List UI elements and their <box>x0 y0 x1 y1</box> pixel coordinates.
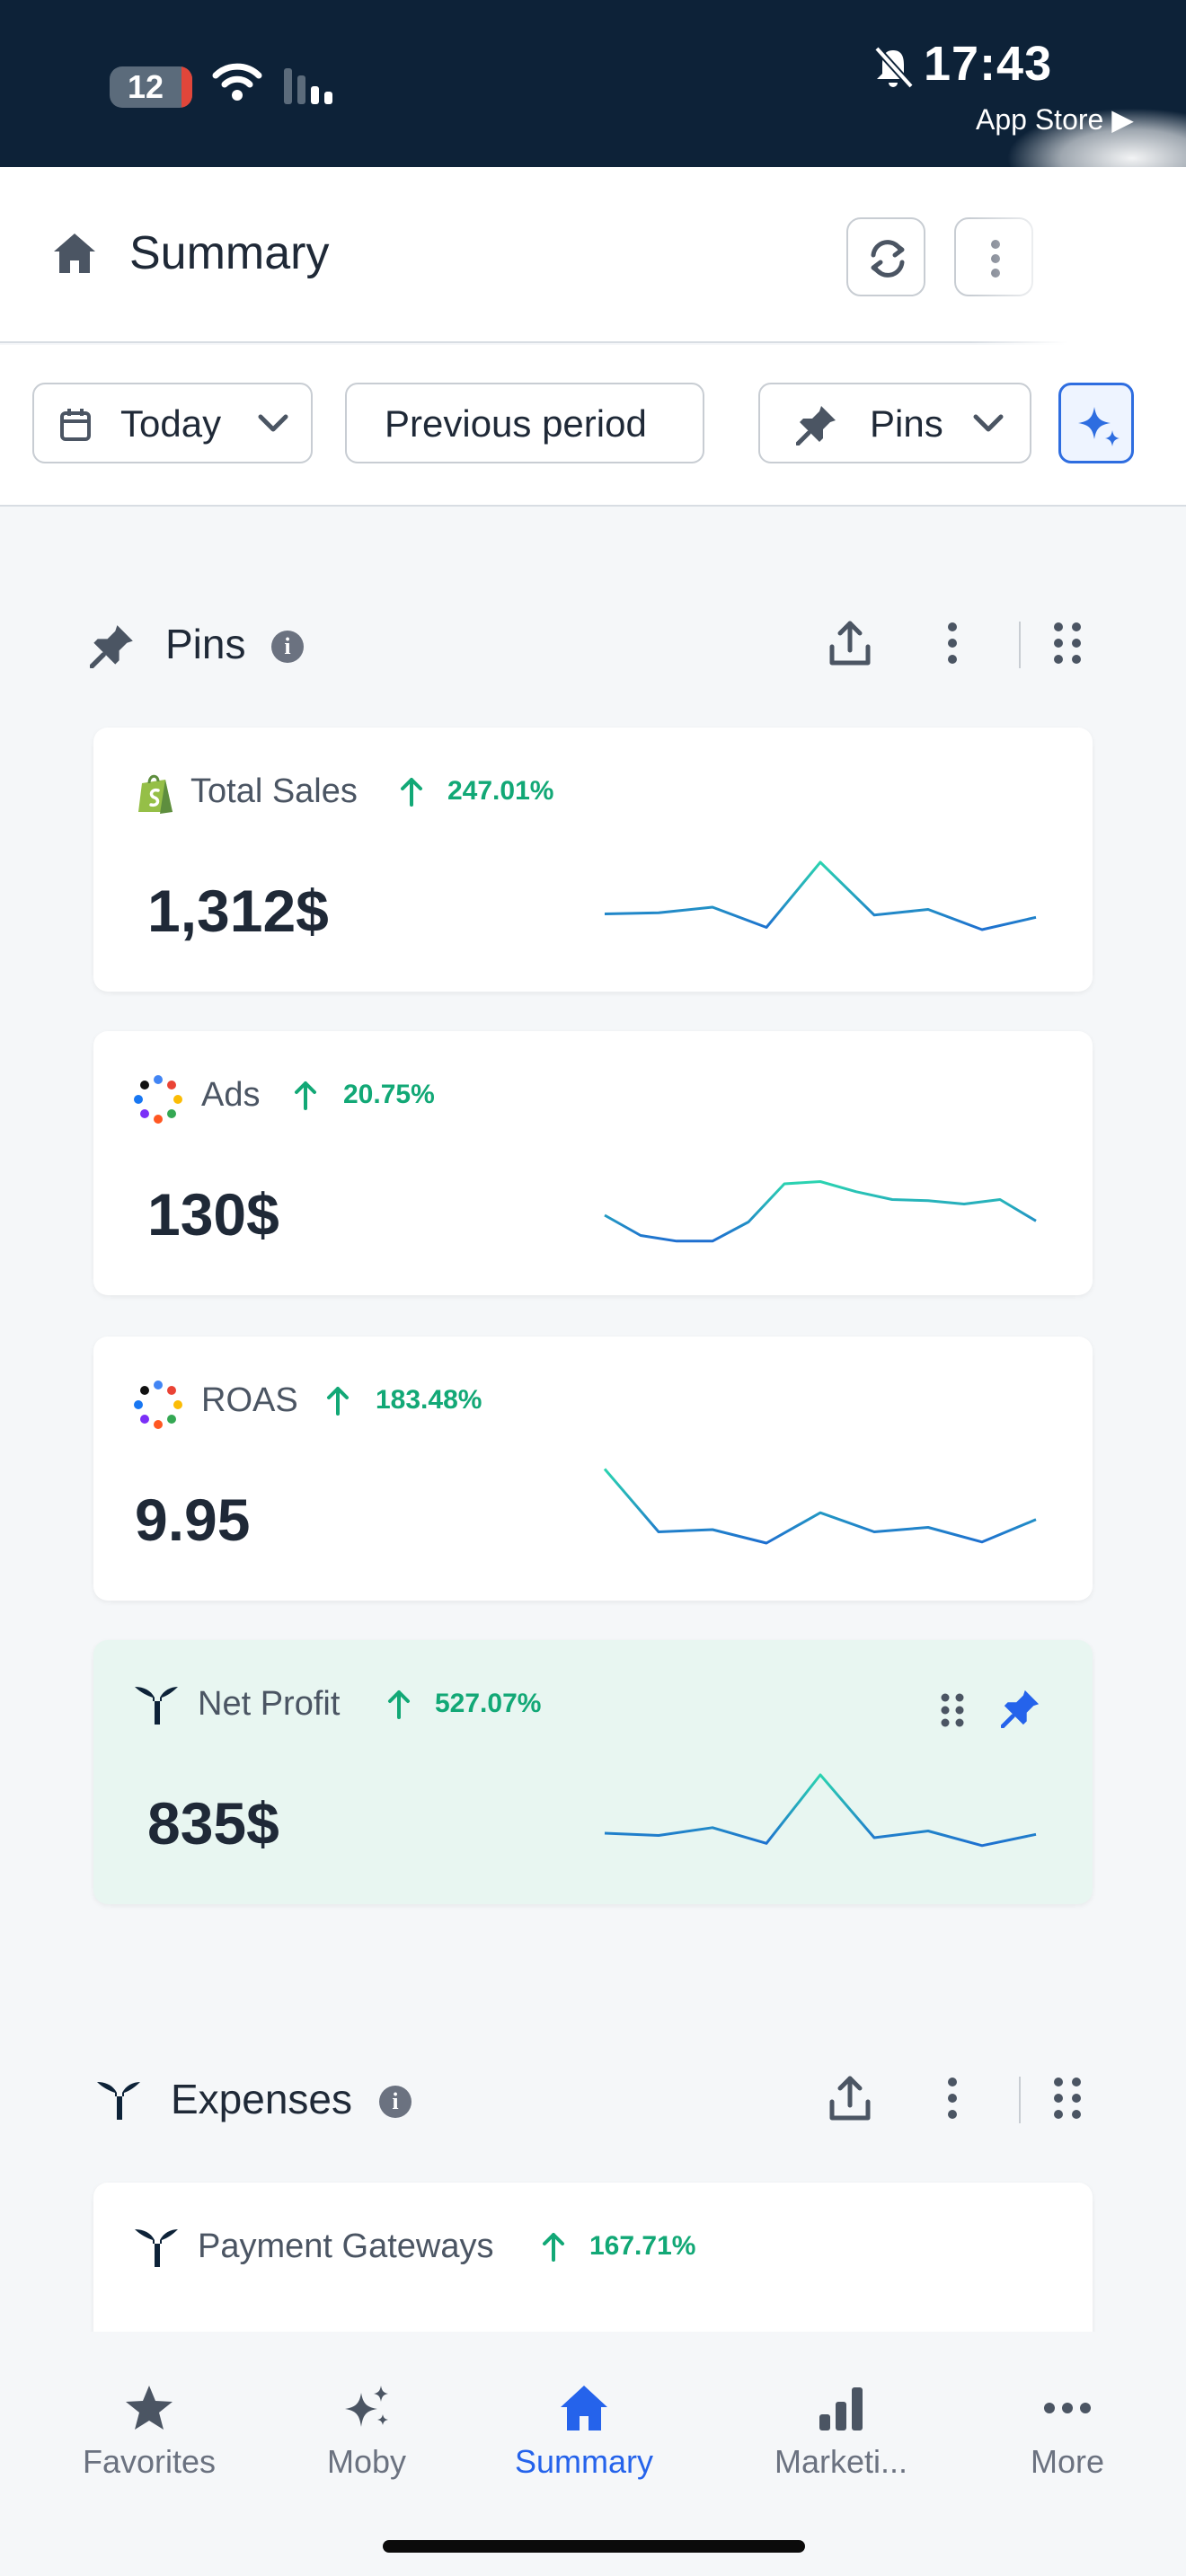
metric-name: Ads <box>201 1076 261 1114</box>
metric-card-ads[interactable]: Ads 20.75% 130$ <box>93 1031 1093 1295</box>
compare-period-label: Previous period <box>385 402 647 445</box>
page-title: Summary <box>129 227 330 279</box>
triple-whale-icon <box>135 2229 178 2267</box>
metric-change: 20.75% <box>343 1080 435 1109</box>
expenses-section-header: Expenses i <box>90 2064 1096 2136</box>
share-icon[interactable] <box>825 618 875 668</box>
more-dots-icon <box>1044 2403 1091 2413</box>
unpin-icon[interactable] <box>1001 1689 1040 1728</box>
nav-more[interactable]: More <box>960 2384 1175 2501</box>
nav-moby[interactable]: Moby <box>259 2384 474 2501</box>
nav-marketing[interactable]: Marketi... <box>733 2384 949 2501</box>
metric-value: 9.95 <box>135 1486 251 1553</box>
chevron-down-icon <box>258 414 288 432</box>
vertical-dots-icon[interactable] <box>940 2073 965 2123</box>
drag-handle-icon[interactable] <box>1049 618 1085 668</box>
multi-source-icon <box>134 1075 182 1124</box>
signal-icon <box>284 68 332 104</box>
nav-summary[interactable]: Summary <box>476 2384 692 2501</box>
metric-change: 183.48% <box>376 1385 482 1415</box>
pin-icon <box>796 406 836 446</box>
header-fade <box>970 194 1186 347</box>
silent-bell-icon <box>874 46 914 89</box>
nav-label: More <box>1030 2443 1105 2480</box>
ai-assistant-button[interactable] <box>1058 383 1134 463</box>
metric-value: 130$ <box>147 1181 279 1248</box>
multi-source-icon <box>134 1381 182 1429</box>
sparkles-icon <box>345 2386 388 2427</box>
date-range-dropdown[interactable]: Today <box>32 383 313 463</box>
refresh-icon <box>871 240 905 278</box>
date-range-label: Today <box>120 402 222 445</box>
arrow-up-icon <box>295 1081 316 1110</box>
nav-favorites[interactable]: Favorites <box>41 2384 257 2501</box>
divider <box>1019 622 1021 668</box>
drag-handle-icon[interactable] <box>938 1692 967 1728</box>
section-title: Pins <box>165 621 246 667</box>
nav-label: Moby <box>326 2443 407 2480</box>
metric-card-net-profit[interactable]: Net Profit 527.07% 835$ <box>93 1640 1093 1904</box>
metric-name: Total Sales <box>190 772 358 810</box>
info-icon[interactable]: i <box>379 2086 412 2118</box>
sparkline-path <box>604 860 1037 931</box>
arrow-up-icon <box>327 1387 349 1416</box>
triple-whale-icon <box>135 1687 178 1725</box>
chevron-down-icon <box>973 414 1004 432</box>
metric-change: 167.71% <box>589 2231 696 2261</box>
refresh-button[interactable] <box>846 217 925 296</box>
home-icon <box>54 234 95 273</box>
bottom-navigation: Favorites Moby Summary Marketi... More <box>0 2332 1186 2576</box>
filter-bar: Today Previous period Pins <box>0 345 1186 507</box>
metric-name: Payment Gateways <box>198 2228 494 2265</box>
home-icon <box>561 2386 607 2430</box>
metric-value: 1,312$ <box>147 878 329 944</box>
battery-level: 12 <box>127 68 164 105</box>
metric-name: Net Profit <box>198 1685 341 1723</box>
metric-card-total-sales[interactable]: Total Sales 247.01% 1,312$ <box>93 728 1093 992</box>
sparkline <box>604 1180 1037 1243</box>
shopify-icon <box>138 774 173 814</box>
view-label: Pins <box>870 402 943 445</box>
pins-section-header: Pins i <box>90 609 1096 681</box>
share-icon[interactable] <box>825 2073 875 2123</box>
bar-chart-icon <box>819 2387 863 2430</box>
divider <box>1019 2077 1021 2123</box>
status-bar: 12 17:43 App Store ▶ <box>0 0 1186 171</box>
star-icon <box>126 2386 173 2430</box>
arrow-up-icon <box>401 778 422 807</box>
info-icon[interactable]: i <box>271 631 304 663</box>
sparkle-icon <box>1078 407 1120 446</box>
nav-label: Marketi... <box>774 2443 908 2480</box>
sparkline <box>603 1468 1037 1545</box>
section-title: Expenses <box>171 2076 353 2122</box>
decorative-cloud <box>1006 108 1186 171</box>
sparkline-path <box>603 1468 1037 1545</box>
metric-card-roas[interactable]: ROAS 183.48% 9.95 <box>93 1337 1093 1601</box>
pin-icon <box>90 625 133 668</box>
sparkline <box>604 860 1037 931</box>
page-header: Summary <box>0 167 1186 347</box>
vertical-dots-icon[interactable] <box>940 618 965 668</box>
nav-label: Summary <box>514 2443 654 2480</box>
nav-label: Favorites <box>82 2443 217 2480</box>
wifi-icon <box>212 63 262 101</box>
metric-name: ROAS <box>201 1381 298 1419</box>
home-indicator <box>383 2540 805 2553</box>
sparkline <box>604 1773 1037 1848</box>
battery-indicator: 12 <box>110 66 192 108</box>
metric-change: 527.07% <box>435 1689 542 1718</box>
arrow-up-icon <box>388 1690 410 1719</box>
clock: 17:43 <box>924 37 1053 91</box>
compare-period-button[interactable]: Previous period <box>345 383 704 463</box>
metric-change: 247.01% <box>447 776 554 806</box>
triple-whale-icon <box>97 2082 140 2120</box>
drag-handle-icon[interactable] <box>1049 2073 1085 2123</box>
sparkline-path <box>604 1773 1037 1848</box>
calendar-icon <box>60 409 91 441</box>
view-dropdown[interactable]: Pins <box>758 383 1031 463</box>
metric-value: 835$ <box>147 1790 279 1857</box>
sparkline-path <box>604 1180 1037 1243</box>
arrow-up-icon <box>543 2233 564 2262</box>
